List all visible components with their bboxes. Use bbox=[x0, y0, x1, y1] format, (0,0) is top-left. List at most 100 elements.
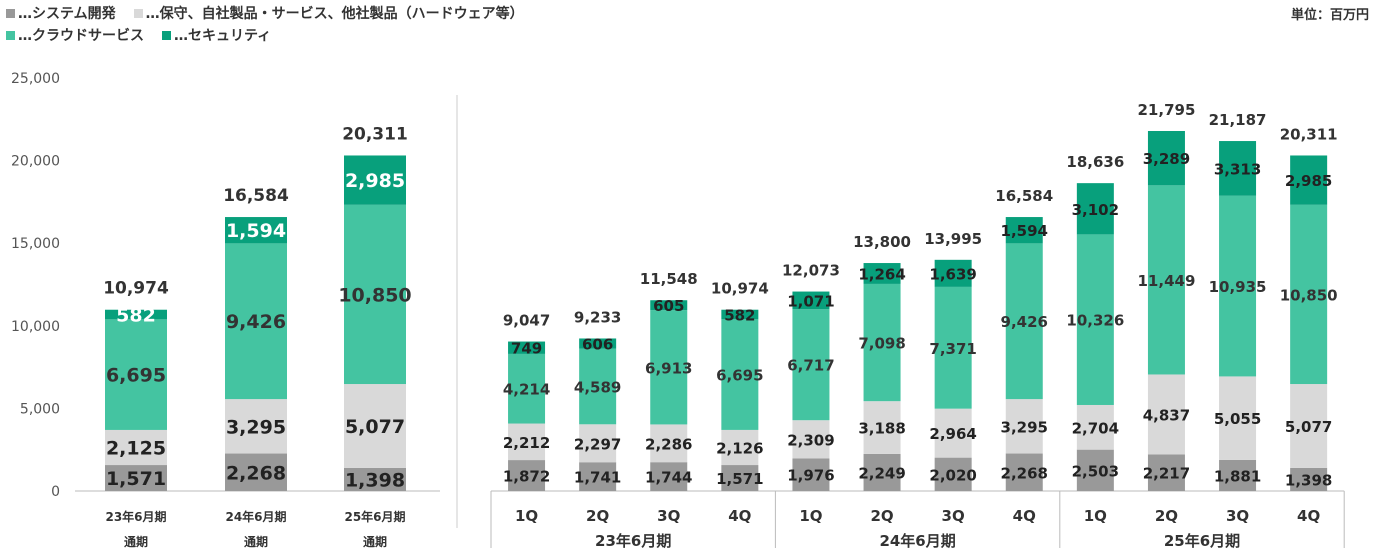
data-label: 10,326 bbox=[1066, 312, 1124, 330]
bar-segment bbox=[1290, 155, 1328, 205]
data-label: 1,639 bbox=[929, 265, 976, 283]
data-label: 1,571 bbox=[716, 470, 763, 488]
legend-swatch bbox=[162, 30, 171, 40]
bar-segment bbox=[1290, 204, 1328, 385]
data-label: 3,313 bbox=[1214, 160, 1261, 178]
data-label: 3,295 bbox=[1001, 418, 1048, 436]
data-label: 2,309 bbox=[787, 431, 834, 449]
bar-segment bbox=[721, 309, 759, 320]
total-label: 9,047 bbox=[503, 312, 550, 330]
data-label: 4,589 bbox=[574, 378, 621, 396]
category-label: 2Q bbox=[1155, 507, 1178, 525]
data-label: 2,268 bbox=[1001, 464, 1048, 482]
data-label: 1,976 bbox=[787, 467, 834, 485]
bar-segment bbox=[1219, 459, 1257, 491]
data-label: 5,077 bbox=[1285, 418, 1332, 436]
category-label: 1Q bbox=[1084, 507, 1107, 525]
data-label: 3,295 bbox=[226, 416, 286, 438]
y-tick-label: 15,000 bbox=[11, 236, 60, 252]
data-label: 6,717 bbox=[787, 357, 834, 375]
data-label: 6,913 bbox=[645, 359, 692, 377]
total-label: 13,995 bbox=[924, 230, 982, 248]
legend-row-2: …クラウドサービス …セキュリティ bbox=[6, 24, 542, 46]
legend-swatch bbox=[6, 8, 15, 18]
bar-segment bbox=[934, 259, 972, 287]
bar-segment bbox=[344, 384, 406, 468]
data-label: 2,217 bbox=[1143, 465, 1190, 483]
bar-segment bbox=[344, 467, 406, 491]
bar-segment bbox=[1005, 243, 1043, 400]
total-label: 10,974 bbox=[711, 280, 769, 298]
data-label: 4,214 bbox=[503, 381, 550, 399]
total-label: 12,073 bbox=[782, 262, 840, 280]
legend-label: …セキュリティ bbox=[174, 28, 272, 44]
legend-label: …保守、自社製品・サービス、他社製品（ハードウェア等） bbox=[145, 6, 524, 22]
bar-segment bbox=[508, 423, 546, 461]
bar-segment bbox=[1076, 183, 1114, 235]
data-label: 1,594 bbox=[226, 220, 286, 242]
category-label: 25年6月期 bbox=[344, 509, 405, 524]
data-label: 2,020 bbox=[929, 466, 976, 484]
data-label: 2,249 bbox=[858, 464, 905, 482]
total-label: 18,636 bbox=[1066, 153, 1124, 171]
bar-segment bbox=[792, 458, 830, 491]
data-label: 1,571 bbox=[106, 468, 166, 490]
data-label: 10,935 bbox=[1209, 278, 1267, 296]
bar-segment bbox=[650, 462, 688, 491]
legend-label: …クラウドサービス bbox=[18, 28, 144, 44]
category-label: 3Q bbox=[1226, 507, 1249, 525]
data-label: 582 bbox=[116, 305, 156, 327]
data-label: 7,371 bbox=[929, 340, 976, 358]
category-label: 23年6月期 bbox=[105, 509, 166, 524]
unit-label: 単位：百万円 bbox=[1290, 8, 1369, 23]
y-tick-label: 10,000 bbox=[11, 319, 60, 335]
category-label: 4Q bbox=[1013, 507, 1036, 525]
data-label: 5,055 bbox=[1214, 410, 1261, 428]
category-label: 1Q bbox=[515, 507, 538, 525]
bar-segment bbox=[1076, 404, 1114, 450]
legend-label: …システム開発 bbox=[18, 6, 116, 22]
bar-segment bbox=[792, 420, 830, 459]
data-label: 2,268 bbox=[226, 462, 286, 484]
legend: …システム開発 …保守、自社製品・サービス、他社製品（ハードウェア等） …クラウ… bbox=[6, 2, 542, 46]
bar-segment bbox=[1005, 399, 1043, 454]
total-label: 11,548 bbox=[640, 270, 698, 288]
bar-segment bbox=[934, 286, 972, 409]
legend-swatch bbox=[6, 30, 15, 40]
total-label: 21,187 bbox=[1209, 111, 1267, 129]
bar-segment bbox=[579, 338, 617, 349]
bar-segment bbox=[863, 401, 901, 454]
data-label: 1,398 bbox=[1285, 471, 1332, 489]
bar-segment bbox=[508, 341, 546, 354]
total-label: 9,233 bbox=[574, 308, 621, 326]
category-label: 2Q bbox=[586, 507, 609, 525]
data-label: 1,881 bbox=[1214, 467, 1261, 485]
legend-item-maintenance: …保守、自社製品・サービス、他社製品（ハードウェア等） bbox=[133, 3, 524, 23]
data-label: 1,744 bbox=[645, 469, 692, 487]
data-label: 1,872 bbox=[503, 468, 550, 486]
legend-item-security: …セキュリティ bbox=[162, 25, 271, 45]
bar-segment bbox=[105, 429, 167, 466]
bar-segment bbox=[650, 424, 688, 463]
bar-segment bbox=[105, 309, 167, 320]
bar-segment bbox=[1005, 453, 1043, 491]
category-sublabel: 通期 bbox=[124, 534, 148, 549]
bar-segment bbox=[650, 300, 688, 311]
bar-segment bbox=[1219, 376, 1257, 460]
data-label: 2,286 bbox=[645, 435, 692, 453]
data-label: 9,426 bbox=[1001, 313, 1048, 331]
legend-swatch bbox=[133, 8, 143, 18]
y-tick-label: 25,000 bbox=[11, 71, 60, 87]
bar-segment bbox=[1005, 217, 1043, 244]
bar-segment bbox=[792, 309, 830, 421]
data-label: 2,503 bbox=[1072, 462, 1119, 480]
data-label: 606 bbox=[582, 335, 613, 353]
category-label: 4Q bbox=[728, 507, 751, 525]
group-label: 23年6月期 bbox=[595, 532, 671, 550]
data-label: 2,985 bbox=[345, 170, 405, 192]
data-label: 2,704 bbox=[1072, 419, 1119, 437]
data-label: 2,125 bbox=[106, 437, 166, 459]
data-label: 1,741 bbox=[574, 469, 621, 487]
data-label: 2,985 bbox=[1285, 172, 1332, 190]
